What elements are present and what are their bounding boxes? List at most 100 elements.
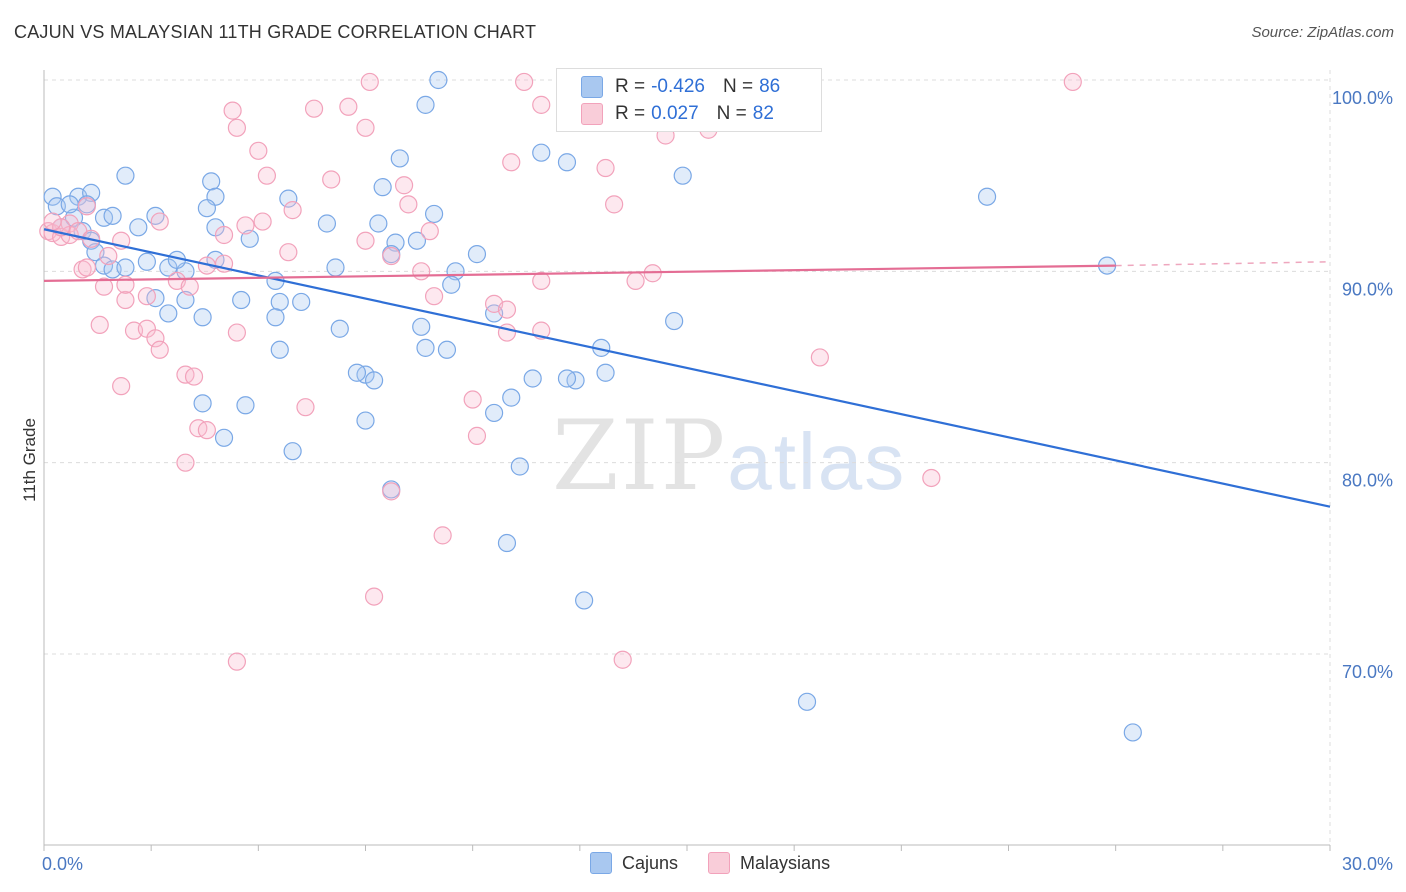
point-cajuns: [292, 292, 311, 312]
point-cajuns: [510, 457, 529, 476]
point-malaysians: [176, 453, 195, 472]
point-malaysians: [339, 97, 358, 116]
point-malaysians: [360, 72, 379, 92]
legend-row-cajuns: R = -0.426 N = 86: [581, 75, 780, 99]
legend-swatch-cajuns: [581, 76, 603, 98]
watermark: ZIPatlas: [552, 400, 906, 512]
y-axis-label: 11th Grade: [20, 418, 39, 502]
series-legend: Cajuns Malaysians: [590, 852, 860, 874]
point-cajuns: [214, 428, 234, 447]
point-cajuns: [502, 388, 521, 407]
legend-r-value: 0.027: [651, 103, 699, 124]
point-cajuns: [279, 189, 298, 208]
watermark-atlas: atlas: [727, 417, 907, 506]
tick-labels: 100.0% 90.0% 80.0% 70.0% 0.0% 30.0%: [42, 88, 1393, 874]
y-tick-label: 80.0%: [1342, 471, 1393, 491]
point-malaysians: [394, 176, 414, 195]
legend-swatch-malaysians: [708, 852, 731, 874]
x-tick-label: 0.0%: [42, 854, 83, 874]
point-cajuns: [557, 153, 577, 172]
point-cajuns: [60, 195, 79, 214]
point-cajuns: [317, 214, 337, 233]
point-cajuns: [412, 317, 431, 336]
legend-swatch-cajuns: [590, 852, 612, 874]
point-cajuns: [202, 172, 221, 191]
point-cajuns: [193, 394, 212, 413]
point-malaysians: [150, 212, 169, 231]
trend-line-malaysians: [43, 264, 1116, 282]
point-cajuns: [43, 187, 62, 206]
point-cajuns: [266, 308, 285, 327]
point-cajuns: [442, 275, 461, 294]
legend-r-label: R =: [615, 103, 646, 124]
point-cajuns: [137, 252, 156, 271]
point-cajuns: [197, 199, 216, 218]
point-cajuns: [373, 178, 392, 197]
point-cajuns: [270, 340, 289, 359]
legend-r-label: R =: [615, 76, 646, 97]
point-malaysians: [412, 262, 431, 281]
point-cajuns: [673, 166, 692, 185]
point-malaysians: [180, 277, 199, 296]
chart-title: CAJUN VS MALAYSIAN 11TH GRADE CORRELATIO…: [14, 22, 537, 42]
point-malaysians: [497, 300, 517, 319]
point-cajuns: [429, 70, 448, 90]
point-malaysians: [810, 348, 829, 367]
point-malaysians: [116, 290, 135, 310]
legend-n-label: N =: [716, 103, 747, 124]
point-malaysians: [296, 398, 315, 417]
y-tick-label: 100.0%: [1332, 88, 1393, 108]
point-cajuns: [437, 340, 457, 359]
point-malaysians: [605, 195, 624, 214]
point-cajuns: [364, 371, 384, 390]
trend-extension-malaysians: [1115, 261, 1331, 267]
point-cajuns: [369, 214, 388, 233]
point-malaysians: [146, 329, 165, 348]
point-cajuns: [575, 591, 594, 610]
point-malaysians: [497, 323, 517, 342]
point-cajuns: [356, 411, 375, 430]
point-malaysians: [94, 277, 114, 296]
point-malaysians: [420, 222, 439, 241]
point-malaysians: [223, 101, 242, 120]
point-cajuns: [330, 319, 349, 338]
point-cajuns: [665, 311, 684, 331]
point-malaysians: [364, 587, 384, 606]
point-cajuns: [532, 143, 551, 162]
legend-item-malaysians: Malaysians: [708, 852, 830, 874]
watermark-zip: ZIP: [552, 400, 728, 512]
point-malaysians: [249, 141, 268, 160]
legend-n-label: N =: [722, 76, 754, 97]
point-malaysians: [99, 246, 118, 266]
point-cajuns: [416, 338, 435, 357]
point-malaysians: [626, 271, 645, 290]
point-malaysians: [43, 212, 62, 231]
point-cajuns: [236, 396, 255, 415]
point-cajuns: [159, 304, 178, 323]
point-cajuns: [176, 290, 195, 310]
point-cajuns: [386, 233, 405, 252]
point-cajuns: [485, 403, 504, 423]
point-malaysians: [322, 170, 341, 189]
point-cajuns: [523, 369, 542, 388]
point-malaysians: [253, 212, 272, 231]
point-malaysians: [77, 258, 96, 277]
point-cajuns: [283, 442, 302, 461]
point-cajuns: [103, 206, 122, 225]
point-cajuns: [424, 204, 444, 224]
legend-n-value: 86: [759, 76, 781, 97]
point-cajuns: [347, 363, 367, 382]
y-tick-label: 70.0%: [1342, 662, 1393, 682]
legend-label-cajuns: Cajuns: [622, 852, 679, 873]
legend-row-malaysians: R = 0.027 N = 82: [581, 102, 774, 126]
source-label: Source: ZipAtlas.com: [1251, 24, 1394, 41]
point-malaysians: [227, 652, 246, 671]
legend-r-value: -0.426: [651, 76, 705, 97]
point-malaysians: [356, 231, 375, 250]
point-cajuns: [232, 290, 251, 310]
point-malaysians: [502, 153, 521, 172]
point-cajuns: [416, 95, 435, 114]
point-cajuns: [240, 229, 259, 248]
legend-swatch-malaysians: [581, 103, 603, 125]
